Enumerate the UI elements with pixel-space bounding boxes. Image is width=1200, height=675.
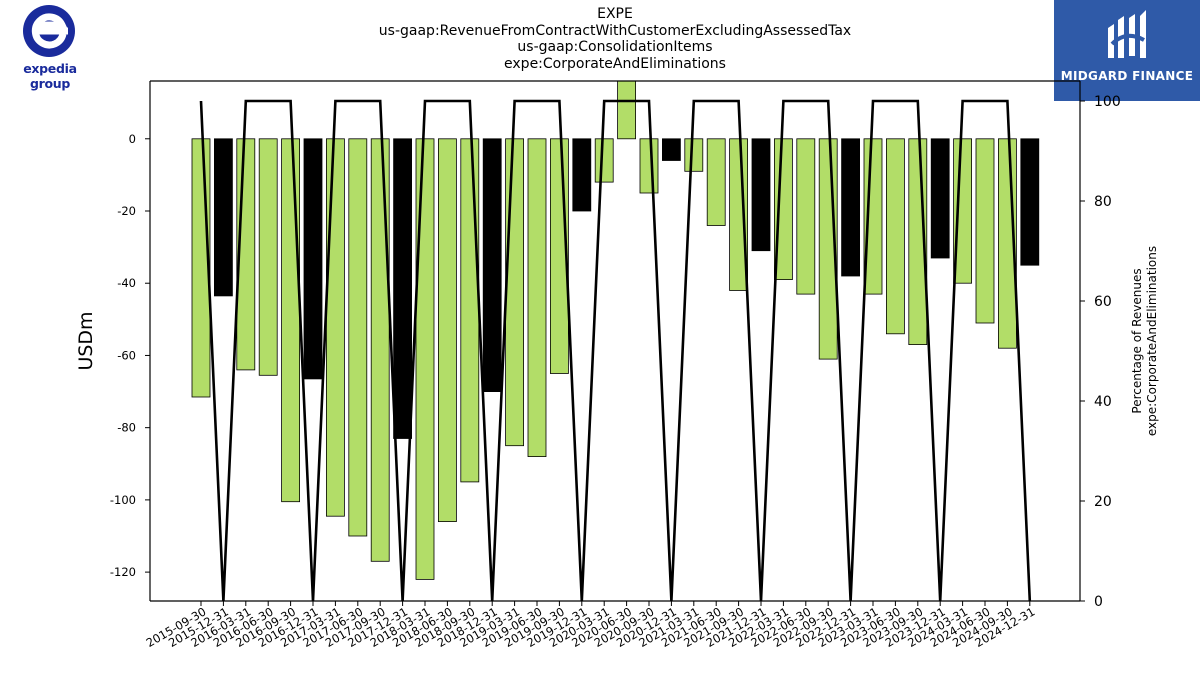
expedia-logo-icon [23,5,75,57]
y-tick-label: -80 [117,421,136,435]
bar-2017-09-30 [370,138,390,562]
y-tick-label: 0 [129,132,136,146]
bar-2022-06-30 [796,138,816,295]
y2-tick-label: 40 [1094,394,1112,410]
y2-tick-label: 100 [1094,94,1121,110]
y2-axis-label-line1: Percentage of Revenues [1130,268,1144,413]
y-tick-label: -40 [117,276,136,290]
bar-2023-06-30 [886,138,905,335]
bar-2017-06-30 [348,138,368,537]
y-tick-label: -20 [117,204,136,218]
y2-tick-label: 20 [1094,494,1112,510]
bar-2021-03-31 [684,138,704,172]
bar-2024-06-30 [975,138,995,324]
bar-2018-12-31 [482,138,502,393]
y2-tick-label: 0 [1094,594,1103,610]
bar-2017-03-31 [325,138,345,517]
y-tick-label: -100 [110,493,136,507]
percentage-line [199,99,1032,601]
bar-2019-03-31 [505,138,525,447]
bar-2020-06-30 [617,81,636,140]
y2-tick-label: 60 [1094,294,1112,310]
bar-2016-12-31 [303,138,323,380]
bar-2018-06-30 [437,138,457,522]
plot-area [191,81,1040,601]
chart-title: EXPE us-gaap:RevenueFromContractWithCust… [0,6,1200,72]
bar-2017-12-31 [393,138,413,439]
bar-2020-09-30 [639,138,659,194]
chart-title-concept: us-gaap:RevenueFromContractWithCustomerE… [378,22,852,39]
expedia-group-logo: expedia group [4,4,96,91]
bar-2018-09-30 [460,138,480,483]
bar-2020-12-31 [662,138,681,161]
bar-2022-12-31 [841,138,860,277]
midgard-logo-icon [1108,10,1146,58]
y-axis-label: USDm [75,311,97,370]
chart-title-axis: us-gaap:ConsolidationItems [517,39,713,55]
y-tick-label: -120 [110,565,136,579]
bar-2019-06-30 [527,138,547,457]
midgard-finance-logo: MIDGARD FINANCE [1054,0,1200,101]
bar-2016-06-30 [258,138,278,376]
bar-2021-06-30 [706,138,726,226]
bar-2019-12-31 [572,138,592,212]
bar-2024-12-31 [1020,138,1040,266]
bar-2016-09-30 [281,138,301,503]
expedia-logo-text: expedia group [23,61,77,91]
bar-2015-12-31 [213,138,233,297]
chart-title-member: expe:CorporateAndEliminations [504,55,726,72]
bar-2020-03-31 [594,138,614,183]
y2-tick-label: 80 [1094,194,1112,210]
midgard-logo-text: MIDGARD FINANCE [1060,69,1194,83]
bar-2023-12-31 [930,138,950,259]
chart-title-ticker: EXPE [597,6,633,22]
y2-axis-label-line2: expe:CorporateAndEliminations [1145,246,1159,436]
y-tick-label: -60 [117,348,136,362]
bar-2018-03-31 [415,138,435,580]
bar-2021-12-31 [751,138,771,252]
